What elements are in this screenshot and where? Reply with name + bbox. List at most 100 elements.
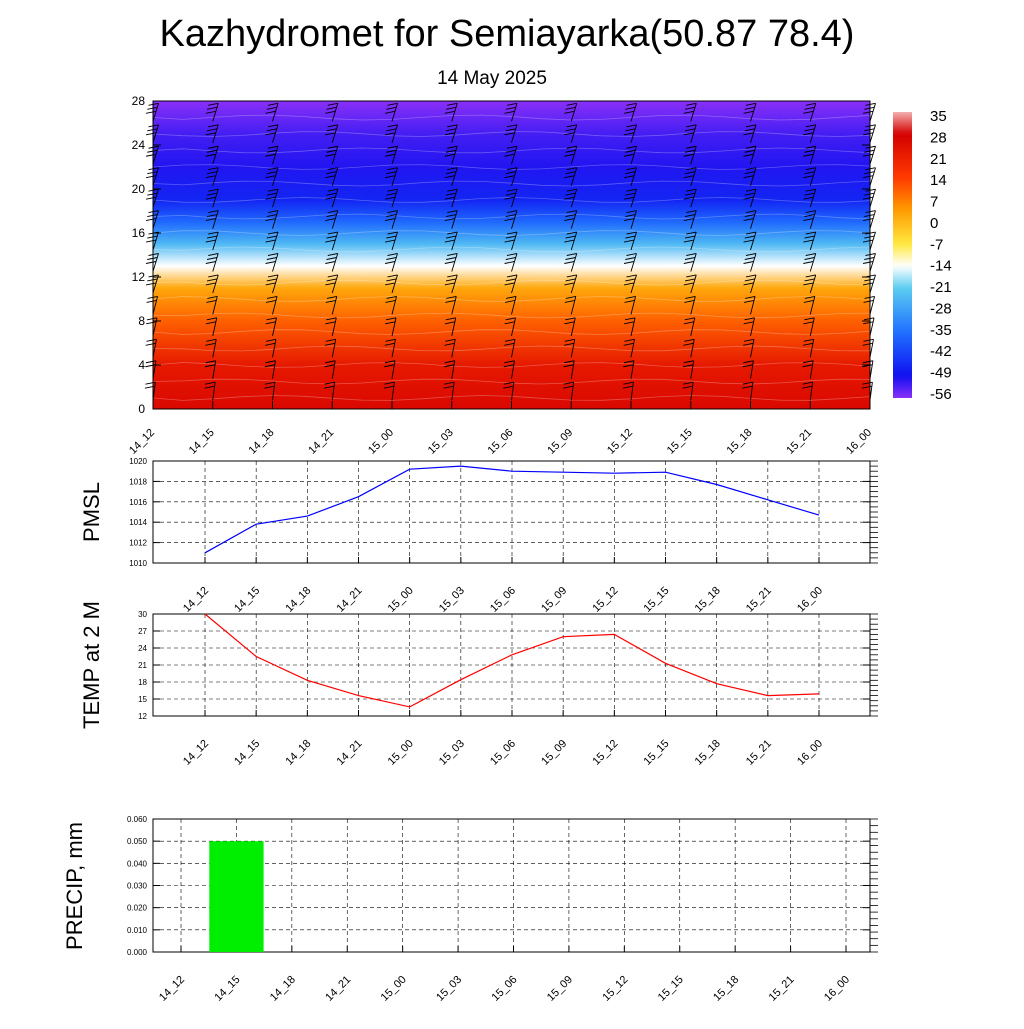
- wind-barb-staff: [511, 103, 518, 122]
- wind-barb-flag: [862, 381, 873, 385]
- wind-barb-staff: [869, 296, 876, 315]
- wind-barb-staff: [272, 210, 279, 229]
- wind-barb-flag: [743, 196, 754, 200]
- wind-barb: [265, 295, 278, 315]
- wind-barb: [743, 188, 757, 208]
- wind-barb-staff: [212, 360, 217, 379]
- wind-barb: [803, 274, 817, 294]
- wind-barb-flag: [205, 132, 216, 136]
- colorbar-label: -7: [930, 236, 943, 253]
- wind-barb-staff: [511, 382, 515, 401]
- wind-barb: [743, 231, 757, 251]
- wind-barb-staff: [750, 103, 757, 122]
- wind-barb-flag: [743, 342, 754, 346]
- wind-barb: [325, 253, 339, 272]
- wind-barb-flag: [446, 295, 457, 299]
- wind-barb: [564, 102, 578, 122]
- colorbar-label: -49: [930, 365, 952, 382]
- wind-barb: [385, 317, 397, 336]
- wind-barb-flag: [146, 299, 157, 303]
- wind-barb-flag: [743, 132, 754, 136]
- wind-barb-flag: [445, 106, 457, 110]
- wind-barb-flag: [145, 132, 157, 136]
- wind-barb: [504, 295, 517, 315]
- wind-barb: [743, 167, 757, 186]
- wind-barb-staff: [212, 317, 218, 336]
- wind-barb-flag: [265, 299, 277, 303]
- wind-barb-flag: [864, 192, 875, 196]
- wind-barb-staff: [511, 167, 518, 186]
- wind-barb-flag: [565, 295, 576, 299]
- wind-barb-staff: [570, 339, 576, 358]
- panel-ylabel: TEMP at 2 M: [79, 601, 104, 729]
- wind-barb-flag: [145, 153, 157, 157]
- wind-barb-flag: [383, 385, 394, 389]
- wind-barb-flag: [326, 192, 337, 196]
- wind-barb-staff: [630, 103, 637, 122]
- wind-barb-flag: [686, 231, 697, 235]
- wind-barb: [564, 167, 578, 186]
- wind-barb: [205, 124, 219, 143]
- wind-barb-flag: [745, 188, 757, 192]
- wind-barb-flag: [566, 167, 577, 171]
- wind-barb-flag: [805, 231, 816, 235]
- ytick-label: 24: [138, 644, 147, 653]
- xtick-label: 14_15: [232, 738, 262, 768]
- wind-barb-flag: [566, 124, 577, 128]
- wind-barb-flag: [623, 239, 635, 243]
- wind-barb: [564, 188, 578, 208]
- wind-barb: [265, 274, 279, 294]
- wind-barb-flag: [805, 210, 816, 214]
- wind-barb-flag: [566, 145, 577, 149]
- contour-line: [152, 263, 871, 269]
- wind-barb-staff: [809, 360, 814, 379]
- xtick-label: 15_15: [656, 974, 686, 1004]
- wind-barb-flag: [623, 381, 634, 385]
- wind-barb-flag: [506, 188, 518, 192]
- ytick-label: 1020: [129, 457, 147, 466]
- wind-barb: [265, 338, 277, 358]
- wind-barb-staff: [570, 124, 578, 143]
- wind-barb-flag: [384, 110, 396, 114]
- wind-barb-flag: [447, 167, 458, 171]
- colorbar-label: -42: [930, 343, 952, 360]
- wind-barb-flag: [802, 364, 813, 368]
- wind-barb-flag: [626, 231, 637, 235]
- wind-barb-staff: [809, 167, 817, 186]
- wind-barb-flag: [803, 132, 814, 136]
- wind-barb: [504, 102, 518, 122]
- wind-barb: [445, 295, 457, 315]
- wind-barb-flag: [447, 188, 458, 192]
- wind-barb-flag: [266, 278, 277, 282]
- wind-barb-flag: [565, 257, 576, 260]
- wind-barb: [384, 231, 398, 251]
- wind-barb-staff: [451, 231, 458, 251]
- wind-barb-flag: [504, 342, 515, 346]
- wind-barb-flag: [626, 253, 637, 256]
- wind-barb: [443, 360, 456, 379]
- chart-title: Kazhydromet for Semiayarka(50.87 78.4): [160, 13, 855, 55]
- wind-barb-flag: [264, 385, 275, 389]
- wind-barb-flag: [386, 257, 397, 260]
- wind-barb-flag: [387, 253, 398, 256]
- wind-barb-flag: [326, 149, 337, 153]
- wind-barb: [325, 167, 339, 186]
- wind-barb-flag: [386, 192, 397, 196]
- wind-barb-flag: [444, 175, 455, 179]
- wind-barb: [682, 381, 694, 401]
- wind-barb: [504, 210, 518, 229]
- wind-barb-staff: [331, 382, 336, 401]
- wind-barb-staff: [391, 360, 396, 379]
- wind-barb-staff: [331, 146, 339, 165]
- wind-barb-flag: [265, 153, 276, 157]
- heatmap-xtick-label: 15_21: [784, 427, 814, 457]
- xtick-label: 14_21: [335, 585, 365, 615]
- wind-barb-flag: [805, 102, 816, 106]
- wind-barb: [623, 124, 637, 143]
- wind-barb-staff: [451, 189, 458, 208]
- wind-barb-flag: [625, 192, 636, 196]
- wind-barb-flag: [266, 257, 277, 260]
- wind-barb: [444, 210, 458, 229]
